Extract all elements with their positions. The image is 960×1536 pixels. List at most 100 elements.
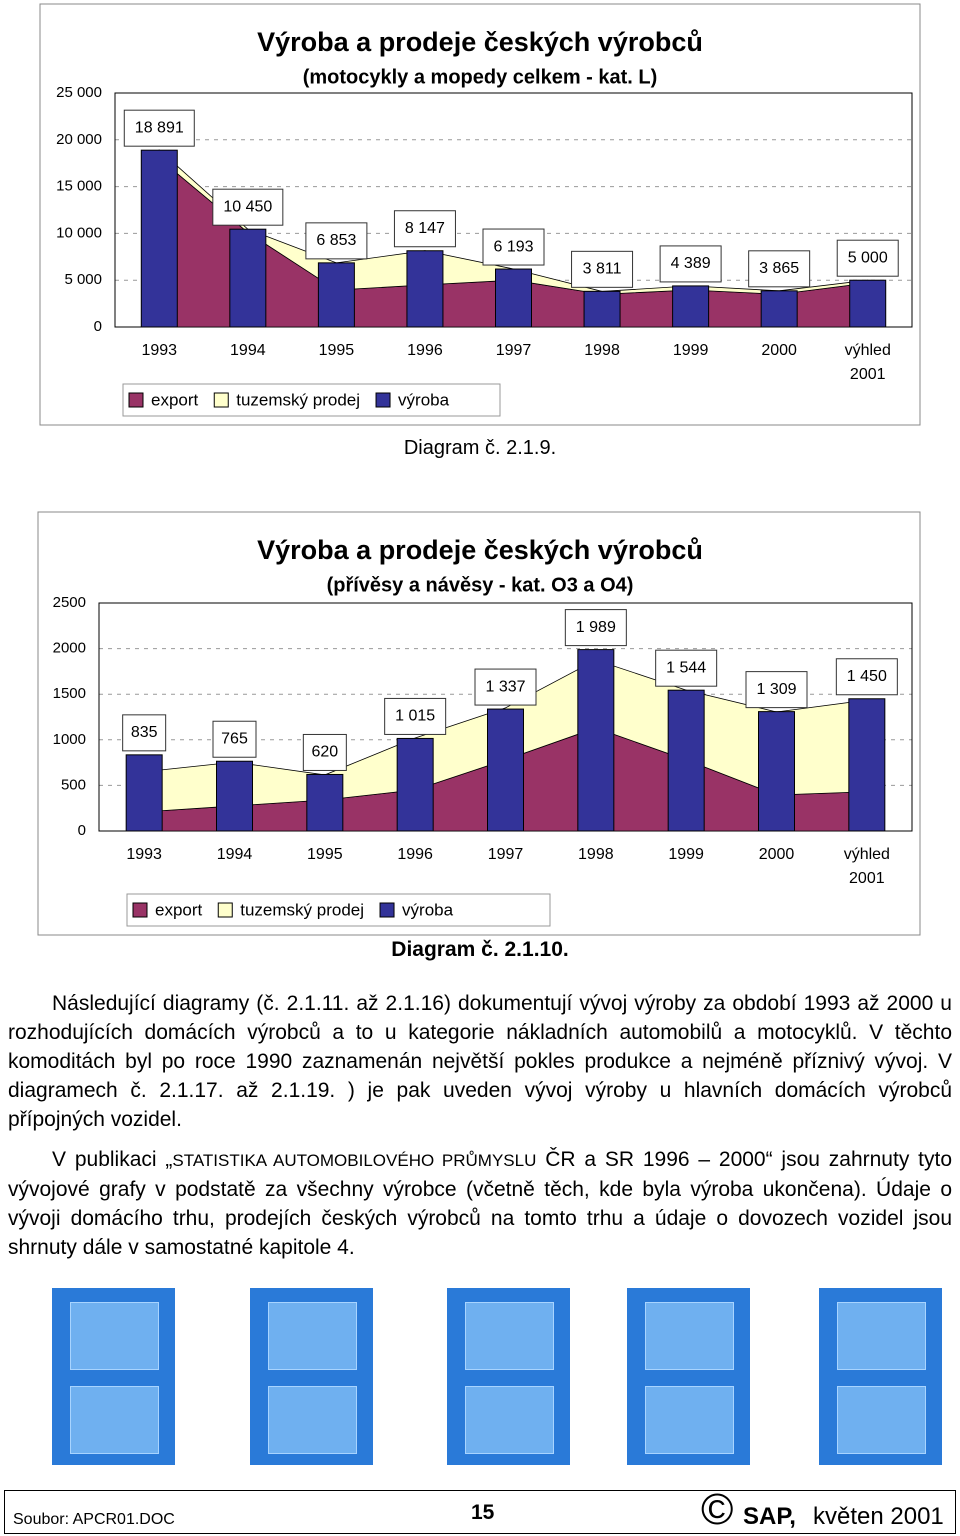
copyright: © (701, 1485, 734, 1534)
x-tick-label: 1997 (487, 846, 524, 863)
value-label: 1 015 (395, 708, 435, 725)
x-tick-label: 1993 (141, 342, 178, 359)
y-tick-label: 1000 (53, 731, 86, 748)
y-tick-label: 1500 (53, 685, 86, 702)
y-tick-label: 0 (78, 822, 86, 839)
caption: Diagram č. 2.1.9. (403, 437, 557, 459)
value-label: 1 989 (576, 619, 616, 636)
x-tick-label: 1995 (307, 846, 343, 863)
chart-title: Výroba a prodeje českých výrobců (257, 535, 703, 565)
value-label: 835 (131, 724, 158, 741)
footer: Soubor: APCR01.DOC 15 © SAP, květen 2001 (4, 1485, 956, 1534)
x-tick-label: výhled 2001 (844, 342, 891, 383)
cover-image (627, 1288, 750, 1465)
legend-swatch (375, 392, 391, 408)
x-tick-label: 1998 (578, 846, 614, 863)
footer-org: SAP, (743, 1503, 796, 1530)
value-label: 1 450 (847, 668, 887, 685)
legend-label: tuzemský prodej (236, 390, 360, 409)
x-tick-label: 1999 (668, 846, 704, 863)
y-tick-label: 0 (94, 318, 102, 335)
footer-date: květen 2001 (813, 1503, 944, 1530)
x-tick-label: výhled 2001 (843, 846, 890, 887)
cover-image (447, 1288, 570, 1465)
value-label-box (474, 668, 537, 706)
value-label-box (393, 210, 456, 248)
value-label-box (482, 228, 545, 266)
value-label: 1 337 (485, 678, 525, 695)
text: Následující diagramy (č. 2.1.11. až 2.1.… (8, 992, 952, 1131)
cover-image (819, 1288, 942, 1465)
bar (495, 268, 532, 328)
y-tick-label: 2500 (53, 594, 86, 611)
legend-box (126, 893, 551, 927)
value-label: 3 811 (583, 261, 622, 278)
value-label-box (835, 658, 898, 696)
bar (317, 262, 355, 328)
y-tick-label: 20 000 (56, 131, 102, 148)
value-label: 1 544 (666, 659, 706, 676)
x-tick-label: 1994 (230, 342, 266, 359)
y-tick-label: 10 000 (56, 224, 102, 241)
value-label-box (571, 250, 634, 288)
y-tick-label: 5 000 (64, 271, 102, 288)
legend-box (122, 383, 501, 417)
value-label: 10 450 (223, 198, 272, 215)
x-tick-label: 1999 (672, 342, 709, 359)
legend-swatch (217, 902, 233, 918)
bar (306, 773, 344, 832)
cover-image (52, 1288, 175, 1465)
legend-swatch (213, 392, 229, 408)
bar (140, 149, 178, 328)
value-label-box (123, 109, 195, 147)
legend-label: export (155, 900, 203, 919)
caption: Diagram č. 2.1.10. (391, 938, 569, 961)
bar (667, 689, 705, 832)
x-tick-label: 1995 (318, 342, 355, 359)
value-label-box (836, 239, 899, 277)
bar (577, 649, 615, 832)
y-tick-label: 2000 (53, 640, 86, 657)
bar (672, 285, 710, 328)
bar (758, 711, 795, 832)
value-label: 8 147 (405, 220, 445, 237)
y-tick-label: 25 000 (56, 84, 102, 101)
value-label: 620 (311, 744, 338, 761)
bar (216, 760, 253, 832)
value-label-box (302, 733, 347, 771)
y-tick-label: 15 000 (56, 178, 102, 195)
page-number: 15 (471, 1501, 495, 1524)
bar (583, 290, 621, 328)
x-tick-label: 2000 (761, 342, 797, 359)
bar (396, 737, 434, 832)
value-label: 5 000 (848, 249, 888, 266)
x-tick-label: 1997 (495, 342, 532, 359)
legend-swatch (379, 902, 395, 918)
value-label-box (305, 222, 368, 260)
value-label: 6 193 (493, 238, 533, 255)
value-label: 765 (221, 730, 248, 747)
value-label-box (564, 609, 627, 647)
bar (849, 279, 887, 328)
value-label: 6 853 (316, 232, 356, 249)
chart-subtitle: (přívěsy a návěsy - kat. O3 a O4) (327, 574, 634, 596)
paragraph: Následující diagramy (č. 2.1.11. až 2.1.… (8, 989, 952, 1134)
paragraph: V publikaci „STATISTIKA AUTOMOBILOVÉHO P… (8, 1145, 952, 1262)
value-label: 4 389 (671, 255, 711, 272)
value-label-box (212, 720, 257, 758)
cover-image (250, 1288, 373, 1465)
x-tick-label: 1994 (216, 846, 253, 863)
x-tick-label: 1996 (397, 846, 433, 863)
legend-label: tuzemský prodej (240, 900, 364, 919)
value-label-box (659, 245, 722, 283)
value-label-box (212, 188, 284, 226)
bar (760, 290, 798, 328)
bar (125, 754, 163, 832)
value-label-box (122, 714, 167, 752)
legend-swatch (128, 392, 144, 408)
bar (848, 698, 886, 832)
value-label: 1 309 (756, 681, 796, 698)
footer-source: Soubor: APCR01.DOC (13, 1511, 175, 1528)
charts: Výroba a prodeje českých výrobců (motocyk… (37, 3, 921, 936)
